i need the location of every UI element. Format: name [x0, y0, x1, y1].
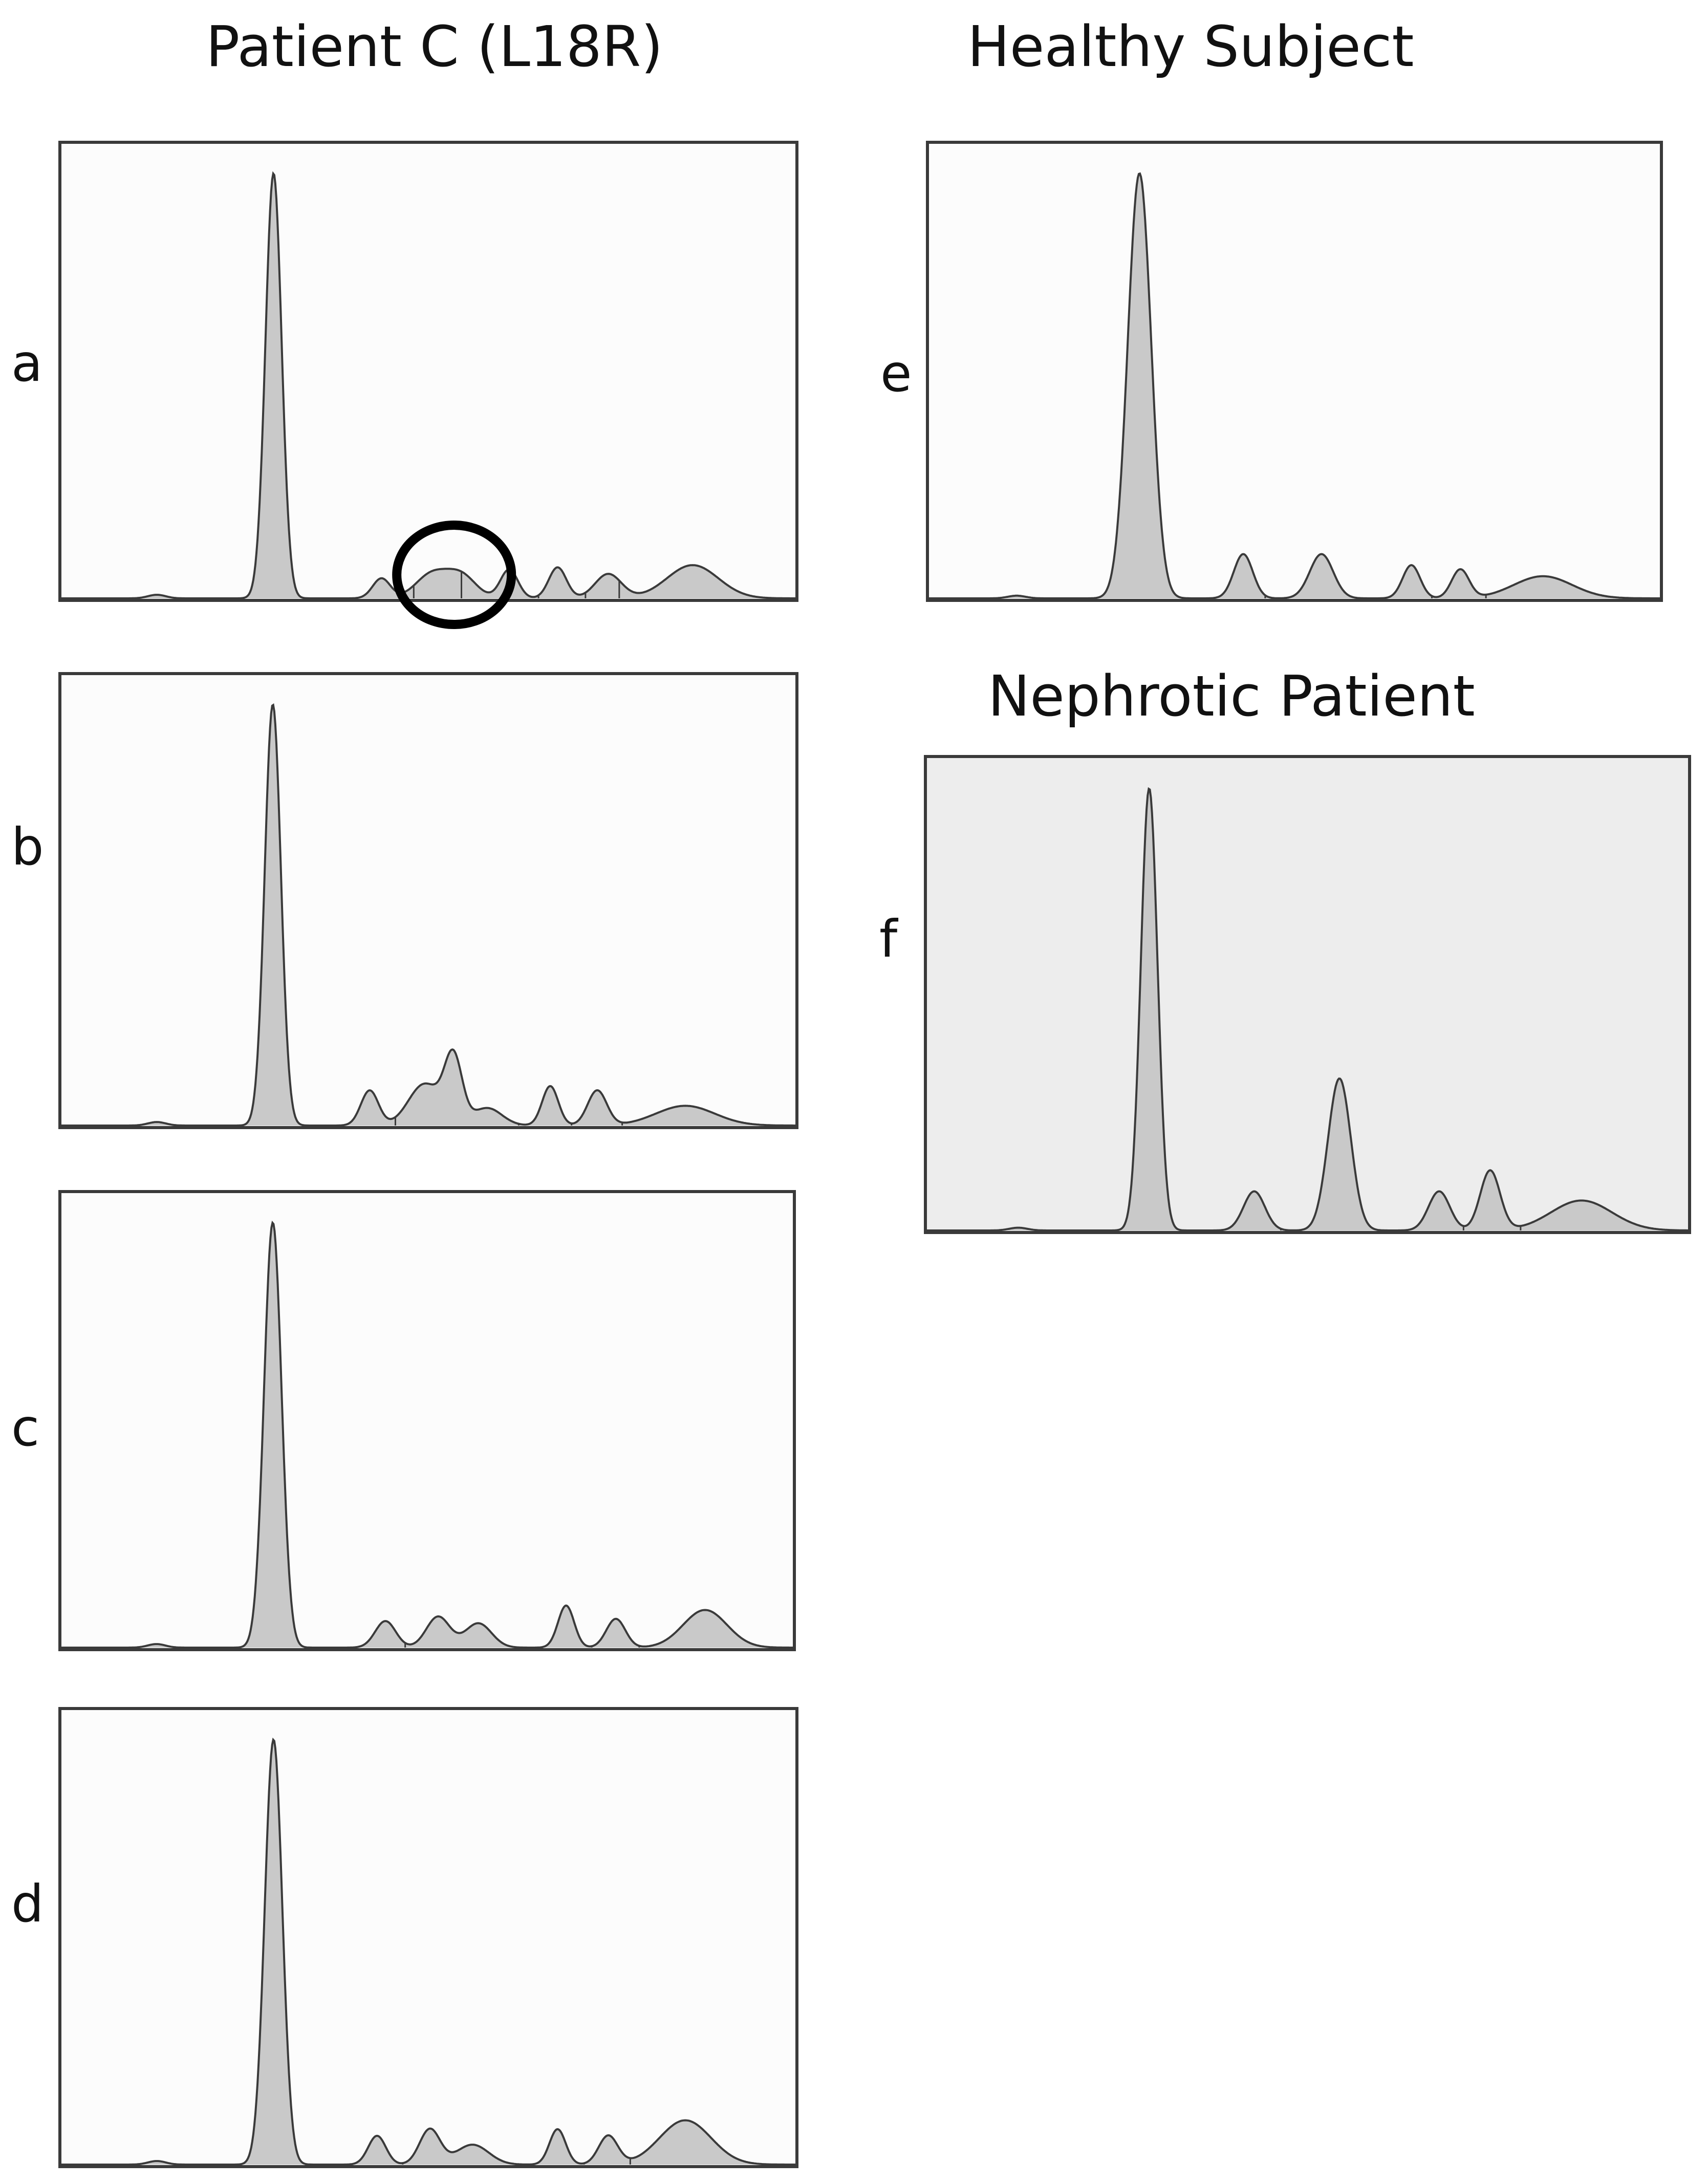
panel-label-c: c: [11, 1398, 39, 1458]
curve-line-f: [927, 787, 1688, 1231]
curve-line-c: [61, 1220, 793, 1649]
highlight-circle: [392, 521, 516, 630]
panel-label-b: b: [11, 817, 44, 877]
densitogram-panel-d: [58, 1707, 798, 2168]
panel-label-a: a: [11, 333, 43, 393]
densitogram-panel-f: [924, 755, 1691, 1234]
heading-patient-c: Patient C (L18R): [206, 14, 663, 79]
panel-frame-b: [58, 672, 798, 1129]
panel-label-f: f: [879, 909, 898, 969]
densitogram-panel-e: [926, 141, 1663, 602]
panel-label-d: d: [11, 1874, 44, 1934]
curve-line-d: [61, 1737, 795, 2166]
panel-frame-a: [58, 141, 798, 602]
panel-frame-c: [58, 1190, 796, 1651]
heading-healthy-subject: Healthy Subject: [967, 14, 1414, 79]
heading-nephrotic-patient: Nephrotic Patient: [988, 663, 1475, 729]
densitogram-panel-a: [58, 141, 798, 630]
panel-frame-f: [924, 755, 1691, 1234]
panel-frame-d: [58, 1707, 798, 2168]
densitogram-panel-b: [58, 672, 798, 1129]
panel-label-e: e: [880, 343, 912, 403]
panel-frame-e: [926, 141, 1663, 602]
curve-line-b: [61, 703, 795, 1127]
curve-line-a: [61, 171, 795, 599]
curve-line-e: [929, 172, 1660, 599]
densitogram-panel-c: [58, 1190, 796, 1651]
